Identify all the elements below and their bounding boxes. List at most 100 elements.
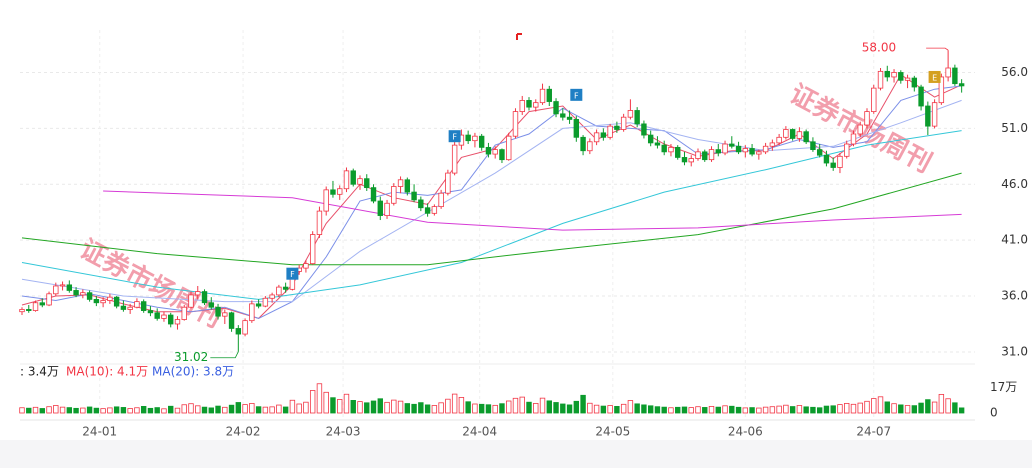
candle-body bbox=[262, 297, 269, 307]
volume-bar bbox=[661, 406, 667, 414]
volume-bar bbox=[46, 406, 52, 414]
candle-body bbox=[66, 284, 73, 291]
candle-body bbox=[844, 143, 850, 157]
candle-body bbox=[945, 67, 951, 78]
volume-bar bbox=[810, 406, 816, 414]
candle-body bbox=[499, 149, 505, 161]
volume-bar bbox=[891, 403, 897, 414]
volume-bar bbox=[249, 402, 255, 414]
volume-bar bbox=[634, 403, 640, 414]
volume-bar bbox=[53, 405, 59, 414]
volume-bar bbox=[404, 403, 411, 414]
candle-body bbox=[323, 189, 329, 212]
volume-bar bbox=[296, 403, 302, 414]
candle-body bbox=[634, 110, 640, 125]
candle-body bbox=[661, 144, 667, 153]
volume-bar bbox=[898, 404, 904, 414]
candle-body bbox=[762, 145, 769, 153]
candle-body bbox=[668, 146, 674, 153]
volume-bar bbox=[391, 399, 397, 414]
candle-body bbox=[451, 144, 458, 174]
candle-body bbox=[309, 234, 316, 265]
volume-bar bbox=[80, 407, 86, 414]
candle-body bbox=[168, 314, 174, 325]
candle-body bbox=[269, 294, 275, 299]
volume-bar bbox=[59, 406, 66, 414]
volume-bar bbox=[181, 404, 187, 414]
candle-body bbox=[161, 314, 167, 319]
event-marker-label: F bbox=[574, 91, 579, 100]
candle-body bbox=[803, 131, 809, 143]
volume-bar bbox=[343, 393, 350, 414]
volume-bar bbox=[424, 404, 431, 414]
candle-body bbox=[546, 88, 552, 102]
annotation-leader bbox=[926, 47, 949, 51]
volume-bar bbox=[309, 390, 316, 414]
volume-bar bbox=[830, 405, 836, 414]
candle-body bbox=[282, 286, 289, 290]
candle-body bbox=[512, 111, 519, 137]
volume-bar bbox=[262, 406, 269, 414]
candle-body bbox=[384, 202, 390, 216]
candle-body bbox=[681, 157, 688, 163]
volume-bar bbox=[560, 403, 566, 414]
candle-body bbox=[742, 148, 749, 153]
volume-bar bbox=[533, 402, 539, 414]
volume-bar bbox=[877, 396, 884, 414]
candle-body bbox=[222, 312, 228, 317]
candle-body bbox=[350, 170, 356, 185]
volume-bar bbox=[593, 404, 600, 414]
volume-bar bbox=[945, 398, 951, 414]
volume-bar bbox=[282, 406, 289, 414]
volume-bar bbox=[255, 406, 262, 414]
candle-body bbox=[898, 72, 904, 81]
candle-body bbox=[620, 116, 627, 130]
volume-bar bbox=[93, 407, 100, 414]
volume-bar bbox=[445, 398, 451, 414]
candle-body bbox=[370, 187, 377, 202]
candle-body bbox=[560, 113, 566, 118]
volume-bar bbox=[938, 393, 945, 414]
volume-bar bbox=[86, 406, 93, 414]
candle-body bbox=[506, 135, 512, 161]
candle-body bbox=[539, 88, 546, 104]
candle-body bbox=[796, 131, 803, 139]
candle-body bbox=[343, 170, 350, 190]
candle-body bbox=[810, 141, 816, 151]
candle-body bbox=[871, 87, 877, 113]
volume-tick-label: 0 bbox=[990, 406, 998, 420]
volume-bar bbox=[161, 408, 167, 414]
candle-body bbox=[675, 146, 681, 158]
candle-body bbox=[80, 292, 86, 296]
candle-body bbox=[107, 296, 113, 301]
volume-bar bbox=[235, 402, 242, 414]
candle-body bbox=[573, 119, 580, 138]
volume-bar bbox=[546, 400, 552, 414]
volume-bar bbox=[769, 406, 776, 414]
candle-body bbox=[242, 320, 248, 335]
volume-bar bbox=[303, 401, 309, 414]
volume-bar bbox=[864, 400, 870, 414]
candle-body bbox=[46, 293, 52, 306]
candle-body bbox=[816, 149, 823, 156]
volume-bar bbox=[816, 407, 823, 414]
event-marker bbox=[570, 88, 583, 101]
volume-bar bbox=[620, 403, 627, 414]
candle-body bbox=[533, 102, 539, 108]
volume-bar bbox=[438, 402, 444, 414]
volume-bar bbox=[147, 407, 154, 414]
candle-body bbox=[93, 299, 100, 304]
candle-body bbox=[593, 132, 600, 143]
x-tick-label: 24-02 bbox=[226, 425, 261, 439]
volume-bar bbox=[918, 402, 924, 414]
volume-bar bbox=[411, 403, 417, 414]
volume-bar bbox=[647, 405, 654, 414]
candle-body bbox=[73, 290, 79, 296]
candle-body bbox=[26, 309, 32, 311]
x-tick-label: 24-05 bbox=[595, 425, 630, 439]
volume-bar bbox=[904, 405, 911, 414]
candle-body bbox=[641, 123, 647, 136]
volume-bar bbox=[337, 399, 343, 414]
candle-body bbox=[587, 141, 593, 152]
